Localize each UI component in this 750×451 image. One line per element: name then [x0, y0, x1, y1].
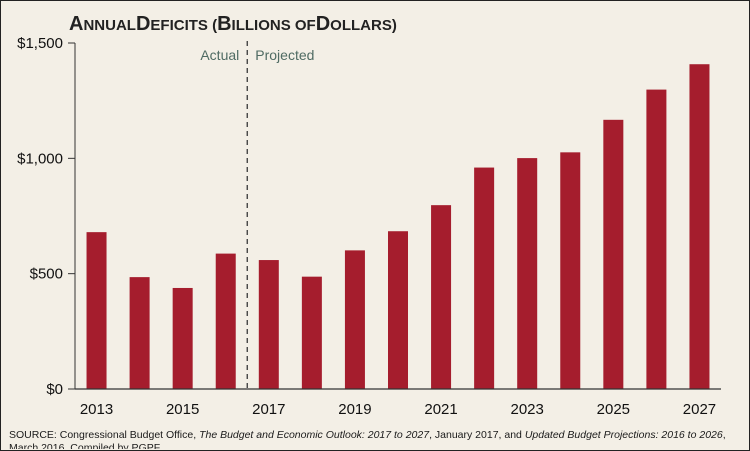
bar-2022 — [474, 167, 495, 389]
actual-projected-divider: Actual Projected — [200, 41, 314, 389]
source-title-2: Updated Budget Projections: 2016 to 2026 — [524, 429, 723, 441]
x-tick-label: 2017 — [252, 401, 285, 418]
x-axis: 2013 2015 2017 2019 2021 2023 2025 2027 — [75, 388, 721, 418]
bar-chart: ANNUALDEFICITS (BILLIONS OFDOLLARS) $0$5… — [17, 13, 721, 418]
source-note: SOURCE: Congressional Budget Office, The… — [9, 429, 743, 449]
bar-2014 — [129, 277, 150, 389]
bar-2017 — [258, 260, 279, 389]
source-tail: , March 2016. Compiled by PGPF. — [9, 429, 726, 449]
x-tick-label: 2027 — [683, 401, 716, 418]
actual-label: Actual — [200, 47, 239, 63]
bar-2013 — [86, 232, 107, 389]
x-tick-label: 2023 — [511, 401, 544, 418]
title-word-3: OLLARS) — [330, 17, 397, 34]
projected-label: Projected — [255, 47, 314, 63]
title-capital-0: A — [69, 13, 83, 35]
title-capital-3: D — [316, 13, 330, 35]
title-word-1: EFICITS ( — [150, 17, 217, 34]
source-title-1: The Budget and Economic Outlook: 2017 to… — [199, 429, 430, 441]
y-axis: $0 $500 $1,000 $1,500 — [17, 35, 76, 398]
bar-2025 — [603, 119, 624, 389]
chart-title: ANNUALDEFICITS (BILLIONS OFDOLLARS) — [69, 13, 397, 35]
bar-2023 — [517, 158, 538, 389]
bar-2019 — [344, 250, 365, 389]
y-tick-label: $1,500 — [17, 35, 63, 52]
x-tick-label: 2025 — [597, 401, 630, 418]
y-tick-label: $0 — [46, 381, 63, 398]
x-tick-label: 2013 — [80, 401, 113, 418]
title-word-2: ILLIONS OF — [232, 17, 316, 34]
bar-2020 — [388, 231, 408, 389]
bar-2018 — [301, 276, 322, 389]
title-capital-2: B — [217, 13, 231, 35]
bars — [86, 64, 710, 390]
y-tick-label: $500 — [30, 266, 63, 283]
bar-2027 — [689, 64, 710, 390]
bar-2016 — [215, 253, 236, 389]
source-lead: SOURCE: Congressional Budget Office, — [9, 429, 200, 441]
title-word-0: NNUAL — [83, 17, 136, 34]
bar-2024 — [560, 152, 581, 389]
bar-2026 — [646, 89, 667, 389]
y-tick-label: $1,000 — [17, 150, 63, 167]
bar-2015 — [172, 287, 193, 389]
x-tick-label: 2021 — [424, 401, 457, 418]
x-tick-label: 2019 — [338, 401, 371, 418]
x-tick-label: 2015 — [166, 401, 199, 418]
source-mid: , January 2017, and — [429, 429, 525, 441]
title-capital-1: D — [136, 13, 150, 35]
bar-2021 — [431, 205, 452, 389]
